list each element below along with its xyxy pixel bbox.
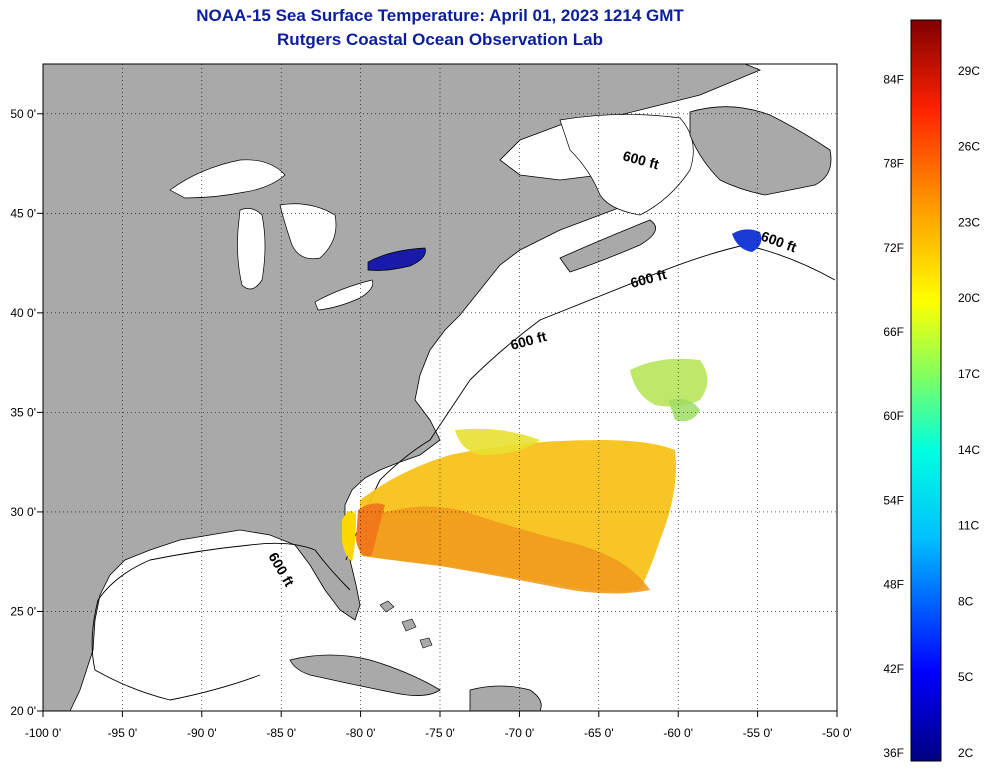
colorbar-c-label: 26C — [958, 140, 980, 154]
colorbar-c-label: 11C — [958, 519, 979, 533]
colorbar-c-label: 5C — [958, 670, 974, 684]
colorbar-f-label: 42F — [883, 662, 904, 676]
colorbar-celsius-labels: 2C 5C 8C 11C 14C 17C 20C 23C 26C 29C — [958, 64, 980, 760]
bahamas — [379, 600, 433, 649]
lon-tick-label: -75 0' — [425, 726, 455, 740]
colorbar — [910, 19, 942, 762]
cuba — [289, 654, 441, 696]
lat-tick-label: 30 0' — [10, 505, 36, 519]
sst-north-green — [630, 358, 708, 407]
hispaniola — [469, 685, 542, 711]
colorbar-c-label: 2C — [958, 746, 974, 760]
nova-scotia — [559, 219, 657, 273]
lat-tick-label: 25 0' — [10, 604, 36, 618]
lat-tick-label: 40 0' — [10, 306, 36, 320]
lon-tick-label: -50 0' — [822, 726, 852, 740]
sst-warm-south — [362, 506, 650, 594]
lon-tick-label: -95 0' — [108, 726, 138, 740]
longitude-axis: -100 0' -95 0' -90 0' -85 0' -80 0' -75 0' -70… — [25, 711, 852, 740]
graticule — [43, 64, 837, 711]
lon-tick-label: -85 0' — [266, 726, 296, 740]
sst-mid-yellow — [455, 428, 540, 455]
lon-tick-label: -80 0' — [346, 726, 376, 740]
lat-tick-label: 35 0' — [10, 405, 36, 419]
colorbar-f-label: 78F — [883, 157, 904, 171]
lon-tick-label: -65 0' — [584, 726, 614, 740]
colorbar-c-label: 20C — [958, 291, 980, 305]
gulf-600ft-contour — [91, 542, 351, 701]
sst-gulfstream-edge — [356, 503, 385, 556]
gulf-st-lawrence — [559, 114, 694, 216]
lake-michigan — [237, 208, 266, 290]
land-mass — [43, 64, 762, 711]
lake-superior — [169, 159, 286, 199]
colorbar-f-label: 54F — [883, 493, 904, 507]
lat-tick-label: 50 0' — [10, 107, 36, 121]
colorbar-c-label: 29C — [958, 64, 980, 78]
sst-cold-newfoundland — [732, 229, 762, 252]
lake-huron — [279, 203, 337, 260]
sst-coastal-warm — [342, 511, 356, 562]
map-title: NOAA-15 Sea Surface Temperature: April 0… — [196, 6, 684, 25]
latitude-axis: 20 0' 25 0' 30 0' 35 0' 40 0' 45 0' 50 0' — [10, 107, 43, 718]
lon-tick-label: -55 0' — [743, 726, 773, 740]
colorbar-c-label: 8C — [958, 594, 974, 608]
sst-north-green-2 — [668, 398, 700, 422]
lake-erie — [314, 279, 374, 311]
colorbar-c-label: 23C — [958, 215, 980, 229]
colorbar-f-label: 84F — [883, 72, 904, 86]
colorbar-f-label: 72F — [883, 241, 904, 255]
lat-tick-label: 45 0' — [10, 206, 36, 220]
depth-contours — [91, 244, 836, 701]
lon-tick-label: -70 0' — [505, 726, 535, 740]
lon-tick-label: -100 0' — [25, 726, 61, 740]
colorbar-f-label: 48F — [883, 578, 904, 592]
lat-tick-label: 20 0' — [10, 704, 36, 718]
map-subtitle: Rutgers Coastal Ocean Observation Lab — [277, 30, 603, 49]
atlantic-600ft-contour — [345, 244, 836, 561]
lake-ontario — [367, 247, 426, 271]
newfoundland — [689, 106, 832, 196]
colorbar-f-label: 36F — [883, 746, 904, 760]
land-layer — [43, 64, 832, 711]
colorbar-c-label: 14C — [958, 443, 980, 457]
lon-tick-label: -90 0' — [187, 726, 217, 740]
colorbar-c-label: 17C — [958, 367, 980, 381]
colorbar-f-label: 66F — [883, 325, 904, 339]
lon-tick-label: -60 0' — [663, 726, 693, 740]
colorbar-f-label: 60F — [883, 409, 904, 423]
sst-data-layer — [342, 229, 762, 594]
colorbar-fahrenheit-labels: 36F 42F 48F 54F 60F 66F 72F 78F 84F — [883, 72, 904, 760]
